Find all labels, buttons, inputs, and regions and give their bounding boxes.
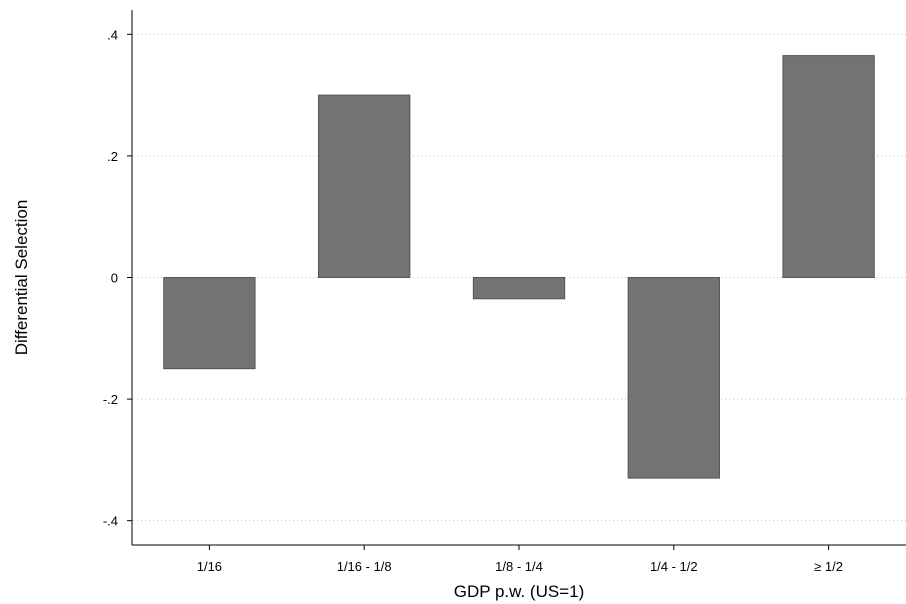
x-tick-label: 1/16 [197, 559, 222, 574]
y-axis-ticks: -.4 -.2 0 .2 .4 [103, 27, 132, 529]
x-tick-label: 1/4 - 1/2 [650, 559, 698, 574]
y-axis-title: Differential Selection [12, 200, 31, 356]
y-tick-label: 0 [111, 271, 118, 286]
y-tick-label: .4 [107, 27, 118, 42]
bar [782, 55, 875, 279]
bars [163, 55, 875, 479]
y-tick-label: .2 [107, 149, 118, 164]
bar [472, 277, 566, 300]
x-axis-title: GDP p.w. (US=1) [454, 582, 585, 601]
bar [163, 277, 256, 370]
x-axis-ticks: 1/16 1/16 - 1/8 1/8 - 1/4 1/4 - 1/2 ≥ 1/2 [197, 545, 843, 574]
y-tick-label: -.4 [103, 514, 118, 529]
x-tick-label: 1/16 - 1/8 [337, 559, 392, 574]
bar [627, 277, 720, 479]
x-tick-label: 1/8 - 1/4 [495, 559, 543, 574]
gridlines [133, 33, 906, 522]
bar [318, 94, 411, 279]
x-tick-label: ≥ 1/2 [814, 559, 843, 574]
y-tick-label: -.2 [103, 392, 118, 407]
